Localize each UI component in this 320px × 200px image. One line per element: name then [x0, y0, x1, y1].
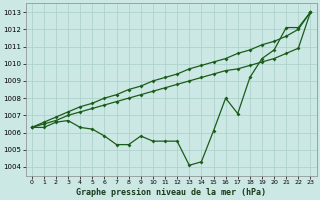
X-axis label: Graphe pression niveau de la mer (hPa): Graphe pression niveau de la mer (hPa): [76, 188, 266, 197]
